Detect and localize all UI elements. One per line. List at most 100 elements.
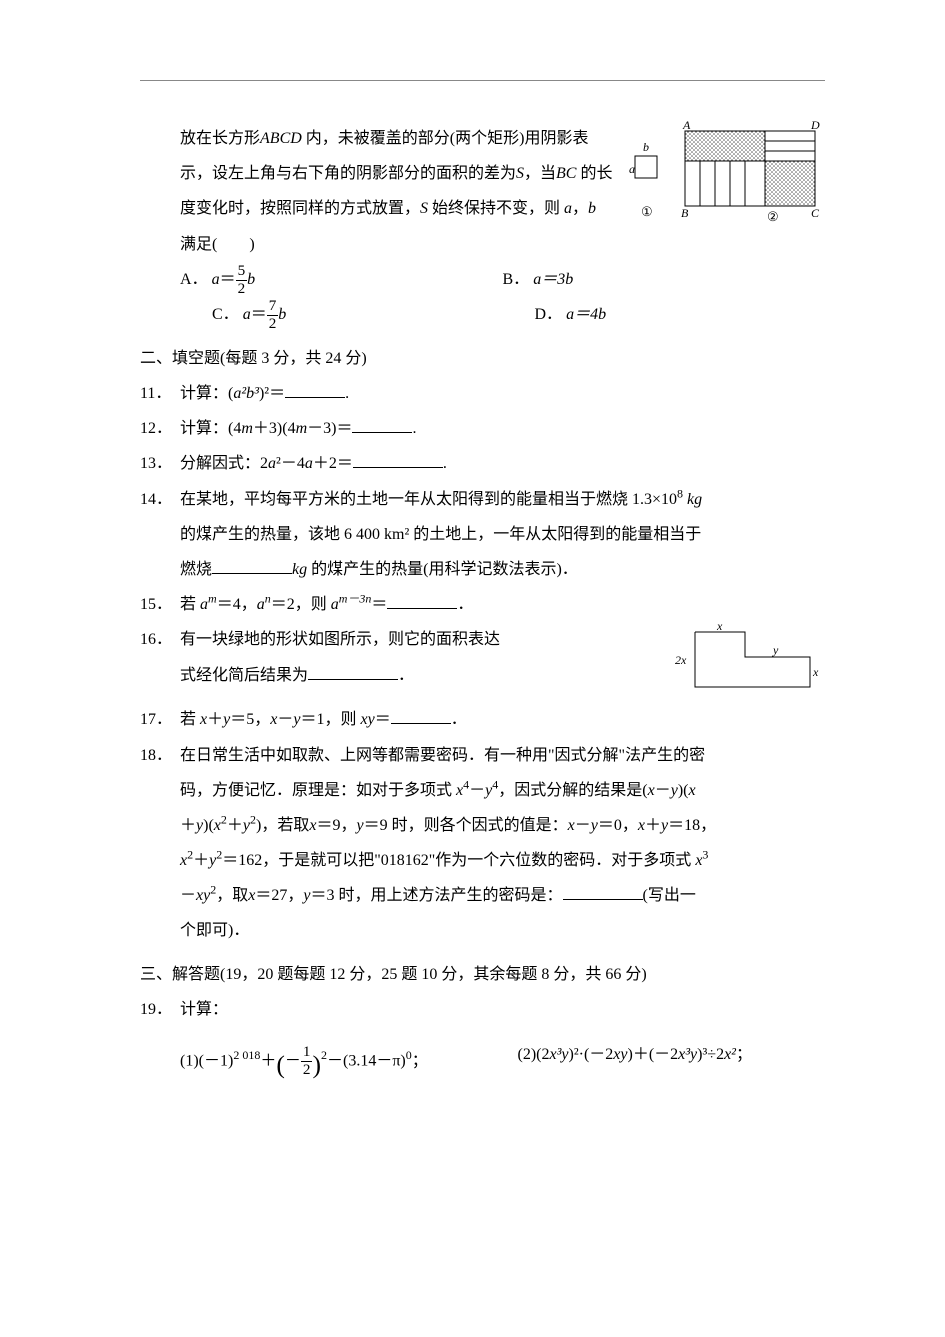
q13-t2: ²－4 — [276, 455, 305, 472]
q14-num: 14． — [140, 482, 180, 517]
q17: 17．若 x＋y＝5，x－y＝1，则 xy＝． — [140, 702, 825, 737]
fig-circ1: ① — [641, 204, 653, 219]
q19-p2: (2)(2x³y)²·(－2xy)＋(－2x³y)³÷2x²； — [518, 1037, 826, 1093]
q16-blank — [308, 664, 398, 680]
q10-t1: 放在长方形 — [180, 130, 260, 147]
q18-l5e: (写出一 — [643, 887, 696, 904]
svg-text:x: x — [812, 665, 819, 679]
svg-text:2x: 2x — [675, 653, 687, 667]
q14-l1: 在某地，平均每平方米的土地一年从太阳得到的能量相当于燃烧 1.3×10 — [180, 491, 677, 508]
q10-c-fn: 7 — [267, 298, 279, 316]
q10-t5: 始终保持不变，则 — [428, 200, 564, 217]
q18-x2a: x — [214, 817, 221, 834]
q10-c-r: b — [278, 306, 286, 323]
q17-blank — [391, 708, 451, 724]
q11-num: 11． — [140, 376, 180, 411]
q19-p1a: (－1) — [199, 1052, 234, 1069]
q16: 16．有一块绿地的形状如图所示，则它的面积表达 — [140, 622, 653, 657]
q18-yd: y — [591, 817, 598, 834]
q17-xy: xy — [361, 711, 375, 728]
q13-blank — [353, 452, 443, 468]
q19-p1b: ＋ — [260, 1052, 276, 1069]
q15-num: 15． — [140, 587, 180, 622]
q15-t3: ＝2，则 — [271, 596, 331, 613]
q18-l2a: 码，方便记忆．原理是：如对于多项式 — [180, 782, 456, 799]
q10-comma: ， — [572, 200, 588, 217]
fig-a-label: a — [629, 162, 635, 176]
q19-p2d: )³÷2 — [697, 1046, 724, 1063]
q18-y2a: y — [243, 817, 250, 834]
q17-minus: － — [277, 711, 293, 728]
q10-a: a — [564, 200, 572, 217]
q17-eq1: ＝5， — [230, 711, 270, 728]
q19-p1end: ； — [412, 1052, 428, 1069]
q18-l3a: ＋ — [180, 817, 196, 834]
q19-p2x3y: x³y — [549, 1046, 568, 1063]
section-2-heading: 二、填空题(每题 3 分，共 24 分) — [140, 341, 825, 376]
q12-t1: 计算：(4 — [180, 420, 241, 437]
q19-p2end: ； — [736, 1046, 752, 1063]
q18-l3i: ＋ — [645, 817, 661, 834]
q15-t4: ＝ — [371, 596, 387, 613]
q10-c-fd: 2 — [267, 316, 279, 333]
q15-amn: a — [331, 596, 339, 613]
svg-text:x: x — [716, 622, 723, 633]
q18: 18．在日常生活中如取款、上网等都需要密码．有一种用"因式分解"法产生的密 — [140, 738, 825, 773]
q18-l2b: ，因式分解的结果是( — [498, 782, 647, 799]
q12-t2: ＋3)(4 — [253, 420, 296, 437]
q19-p1rp: ) — [312, 1050, 321, 1079]
q10-b-expr: a＝3b — [533, 271, 573, 288]
q10-a-fn: 5 — [236, 263, 248, 281]
q10-d-label: D． — [535, 306, 563, 323]
q16-l1: 有一块绿地的形状如图所示，则它的面积表达 — [180, 631, 500, 648]
q17-eq2: ＝1，则 — [301, 711, 361, 728]
q11-blank — [285, 382, 345, 398]
q17-num: 17． — [140, 702, 180, 737]
q10-a-label: A． — [180, 271, 208, 288]
q18-l3d: )，若取 — [256, 817, 309, 834]
q16-figure: x y 2x x — [665, 622, 825, 702]
q17-y2: y — [293, 711, 300, 728]
q15: 15．若 am＝4，an＝2，则 am－3n＝． — [140, 587, 825, 622]
section-3-heading: 三、解答题(19，20 题每题 12 分，25 题 10 分，其余每题 8 分，… — [140, 957, 825, 992]
q12-t4: . — [412, 420, 416, 437]
q18-l3h: ＝0， — [598, 817, 638, 834]
q14-blank — [212, 558, 292, 574]
q10-figure: a b ① — [625, 121, 825, 241]
q18-yc: y — [356, 817, 363, 834]
q18-l1: 在日常生活中如取款、上网等都需要密码．有一种用"因式分解"法产生的密 — [180, 747, 705, 764]
q19-p2xy: xy — [613, 1046, 627, 1063]
q14-kg: kg — [683, 491, 702, 508]
q10-abcd: ABCD — [260, 130, 302, 147]
q18-xb: x — [688, 782, 695, 799]
q19-p1c: －(3.14－π) — [327, 1052, 406, 1069]
q14-l3a: 燃烧 — [180, 561, 212, 578]
q14-l2: 的煤产生的热量，该地 6 400 km² 的土地上，一年从太阳得到的能量相当于 — [140, 517, 825, 552]
q15-an: a — [257, 596, 265, 613]
q10-choices: A． a＝52b B． a＝3b C． a＝72b D． a＝4b — [140, 262, 825, 333]
q18-l3c: ＋ — [227, 817, 243, 834]
q19-p1-label: (1) — [180, 1052, 199, 1069]
q18-l3: ＋y)(x2＋y2)，若取x＝9，y＝9 时，则各个因式的值是：x－y＝0，x＋… — [140, 808, 825, 843]
q18-l3f: ＝9 时，则各个因式的值是： — [364, 817, 568, 834]
q10-t6: 满足( ) — [180, 236, 255, 253]
q18-l5a: － — [180, 887, 196, 904]
q19: 19．计算： — [140, 992, 825, 1027]
q10-a-eq: ＝ — [220, 271, 236, 288]
q14-l3: 燃烧kg 的煤产生的热量(用科学记数法表示)． — [140, 552, 825, 587]
q18-l5: －xy2，取x＝27，y＝3 时，用上述方法产生的密码是：(写出一 — [140, 878, 825, 913]
q18-l4b: ＝162，于是就可以把"018162"作为一个六位数的密码．对于多项式 — [222, 852, 691, 869]
q10-c-label: C． — [212, 306, 239, 323]
q10-choice-b: B． a＝3b — [503, 262, 826, 298]
q10-c-eq: ＝ — [251, 306, 267, 323]
q15-am: a — [200, 596, 208, 613]
q18-xa: x — [648, 782, 655, 799]
q10-b-label: B． — [503, 271, 530, 288]
q10-t3: ，当 — [524, 165, 556, 182]
q12-m2: m — [296, 420, 308, 437]
q11-expr: a²b³ — [233, 385, 259, 402]
q13-a: a — [268, 455, 276, 472]
q19-p2x2: x² — [724, 1046, 736, 1063]
q18-minus1: － — [655, 782, 671, 799]
q19-p2b: )²·(－2 — [568, 1046, 613, 1063]
